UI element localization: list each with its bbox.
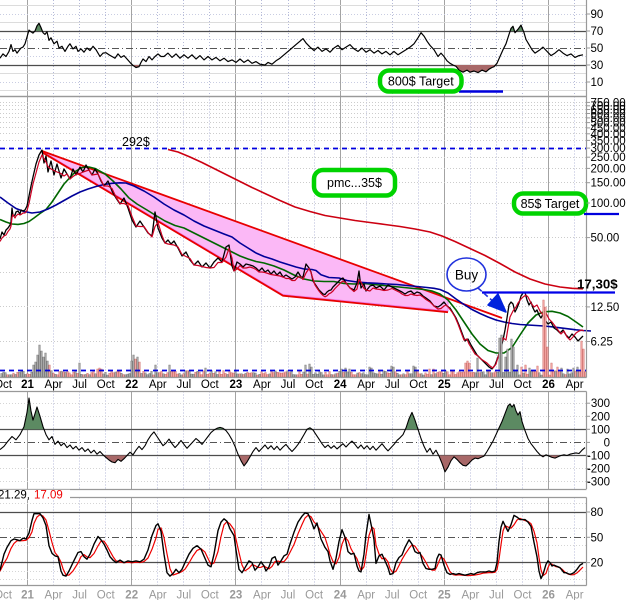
svg-text:650.00: 650.00 [591, 105, 626, 117]
svg-text:Oct: Oct [0, 590, 13, 600]
svg-text:Apr: Apr [566, 379, 584, 391]
svg-text:-300: -300 [587, 477, 610, 489]
svg-text:Jul: Jul [281, 590, 296, 600]
svg-text:Apr: Apr [45, 590, 63, 600]
svg-text:25: 25 [438, 379, 451, 391]
svg-text:17,30$: 17,30$ [577, 277, 618, 292]
svg-text:Jul: Jul [385, 590, 400, 600]
svg-text:Jul: Jul [72, 590, 87, 600]
svg-text:50: 50 [591, 532, 604, 544]
svg-text:12.50: 12.50 [591, 302, 620, 314]
svg-text:21: 21 [21, 590, 34, 600]
svg-text:6.25: 6.25 [591, 337, 613, 349]
svg-text:Oct: Oct [97, 590, 116, 600]
svg-text:pmc...35$: pmc...35$ [327, 176, 382, 190]
svg-text:250.00: 250.00 [591, 152, 626, 164]
svg-text:450.00: 450.00 [591, 123, 626, 135]
svg-text:Oct: Oct [514, 590, 533, 600]
svg-text:200: 200 [591, 411, 610, 423]
svg-text:Jul: Jul [72, 379, 87, 391]
svg-text:300: 300 [591, 398, 610, 410]
svg-text:300.00: 300.00 [591, 143, 626, 155]
svg-text:Oct: Oct [409, 379, 428, 391]
svg-text:23: 23 [230, 379, 243, 391]
svg-text:-200: -200 [587, 464, 610, 476]
svg-text:Oct: Oct [409, 590, 428, 600]
svg-text:400.00: 400.00 [591, 129, 626, 141]
svg-text:Apr: Apr [566, 590, 584, 600]
svg-text:Apr: Apr [253, 590, 271, 600]
svg-text:24: 24 [334, 590, 347, 600]
svg-text:0: 0 [604, 437, 610, 449]
svg-text:22: 22 [125, 590, 138, 600]
svg-text:Oct: Oct [201, 379, 220, 391]
svg-text:200.00: 200.00 [591, 163, 626, 175]
svg-text:80: 80 [591, 507, 604, 519]
svg-text:70: 70 [591, 26, 604, 38]
svg-text:750.00: 750.00 [591, 97, 626, 109]
svg-text:21.29,: 21.29, [0, 489, 30, 501]
svg-text:Apr: Apr [357, 590, 375, 600]
svg-text:Apr: Apr [149, 590, 167, 600]
svg-text:17.09: 17.09 [34, 489, 63, 501]
svg-text:Jul: Jul [281, 379, 296, 391]
svg-text:Oct: Oct [0, 379, 13, 391]
svg-text:50: 50 [591, 43, 604, 55]
svg-text:22: 22 [125, 379, 138, 391]
svg-text:100: 100 [591, 424, 610, 436]
svg-text:24: 24 [334, 379, 347, 391]
svg-text:85$ Target: 85$ Target [521, 197, 580, 211]
svg-text:50.00: 50.00 [591, 233, 620, 245]
svg-text:90: 90 [591, 9, 604, 21]
svg-text:Buy: Buy [455, 268, 479, 283]
svg-text:500.00: 500.00 [591, 118, 626, 130]
svg-text:Apr: Apr [357, 379, 375, 391]
svg-text:30: 30 [591, 60, 604, 72]
svg-text:100.00: 100.00 [591, 198, 626, 210]
svg-text:Jul: Jul [176, 379, 191, 391]
svg-text:800$ Target: 800$ Target [388, 75, 454, 89]
svg-text:10: 10 [591, 77, 604, 89]
svg-text:700.00: 700.00 [591, 101, 626, 113]
svg-text:Apr: Apr [461, 379, 479, 391]
svg-text:Apr: Apr [253, 379, 271, 391]
svg-text:26: 26 [542, 590, 555, 600]
svg-text:Oct: Oct [305, 379, 324, 391]
svg-text:Apr: Apr [45, 379, 63, 391]
svg-text:350.00: 350.00 [591, 135, 626, 147]
svg-text:Jul: Jul [489, 379, 504, 391]
svg-text:292$: 292$ [122, 135, 150, 149]
svg-text:Apr: Apr [149, 379, 167, 391]
svg-text:Jul: Jul [176, 590, 191, 600]
svg-text:Jul: Jul [489, 590, 504, 600]
svg-text:150.00: 150.00 [591, 178, 626, 190]
svg-text:600.00: 600.00 [591, 109, 626, 121]
svg-text:-100: -100 [587, 451, 610, 463]
svg-text:Oct: Oct [305, 590, 324, 600]
svg-text:23: 23 [230, 590, 243, 600]
svg-text:Oct: Oct [97, 379, 116, 391]
svg-text:20: 20 [591, 558, 604, 570]
svg-text:Oct: Oct [514, 379, 533, 391]
svg-text:Apr: Apr [461, 590, 479, 600]
svg-text:Jul: Jul [385, 379, 400, 391]
svg-text:Oct: Oct [201, 590, 220, 600]
svg-text:21: 21 [21, 379, 34, 391]
svg-text:26: 26 [542, 379, 555, 391]
svg-text:25: 25 [438, 590, 451, 600]
svg-text:550.00: 550.00 [591, 113, 626, 125]
